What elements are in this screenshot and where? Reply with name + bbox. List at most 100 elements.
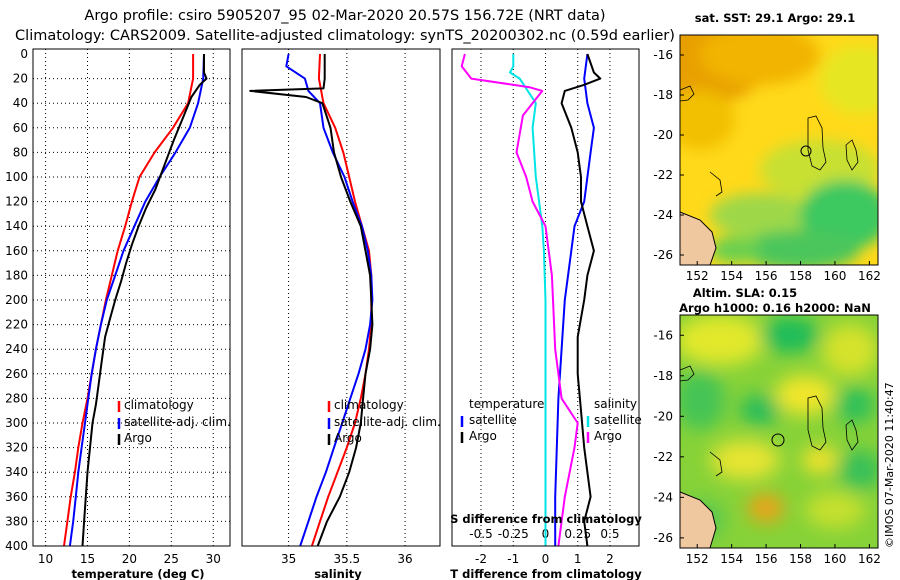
map-lat-label: -26 — [653, 248, 673, 262]
header-line1: Argo profile: csiro 5905207_95 02-Mar-20… — [84, 8, 605, 24]
series-salinity-argo — [460, 53, 579, 547]
depth-tick-label: 360 — [5, 490, 28, 504]
map-lon-label: 152 — [686, 552, 709, 566]
depth-tick-label: 300 — [5, 416, 28, 430]
depth-tick-label: 200 — [5, 293, 28, 307]
depth-tick-label: 140 — [5, 219, 28, 233]
map-lon-label: 160 — [824, 269, 847, 283]
map-lat-label: -26 — [653, 531, 673, 545]
depth-tick-label: 0 — [20, 47, 28, 61]
map-lon-label: 154 — [720, 552, 743, 566]
difference-xlabel-top: S difference from climatology — [450, 512, 642, 526]
sla-map-frame — [679, 314, 879, 549]
map-lon-label: 162 — [858, 269, 881, 283]
depth-tick-label: 220 — [5, 318, 28, 332]
sla-map: Altim. SLA: 0.15 Argo h1000: 0.16 h2000:… — [653, 286, 881, 566]
sla-field — [680, 315, 878, 548]
map-lat-label: -20 — [653, 128, 673, 142]
s-tick-label: -0.25 — [498, 527, 529, 541]
map-lon-label: 156 — [755, 269, 778, 283]
map-lon-label: 154 — [720, 269, 743, 283]
difference-frame — [451, 48, 640, 547]
sst-argo-marker — [800, 145, 812, 157]
salinity-legend: climatology satellite-adj. clim. Argo — [327, 398, 441, 445]
difference-legend: temperature satellite Argo salinity sate… — [460, 397, 642, 443]
header-line2: Climatology: CARS2009. Satellite-adjuste… — [15, 28, 675, 44]
depth-tick-label: 100 — [5, 170, 28, 184]
depth-tick-label: 180 — [5, 268, 28, 282]
sst-field — [680, 35, 878, 265]
x-tick-label: 35 — [281, 552, 296, 566]
map-lon-label: 160 — [824, 552, 847, 566]
s-tick-label: 0.5 — [600, 527, 619, 541]
legend-t-argo-label: Argo — [469, 429, 497, 443]
x-tick-label: 2 — [606, 552, 614, 566]
map-lat-label: -22 — [653, 168, 673, 182]
depth-tick-label: 80 — [13, 145, 28, 159]
x-tick-label: -1 — [507, 552, 519, 566]
depth-tick-label: 260 — [5, 367, 28, 381]
depth-tick-label: 120 — [5, 195, 28, 209]
depth-tick-label: 400 — [5, 539, 28, 553]
depth-tick-label: 240 — [5, 342, 28, 356]
map-lon-label: 158 — [789, 269, 812, 283]
salinity-xlabel: salinity — [314, 567, 362, 580]
credit-text: ©IMOS 07-Mar-2020 11:40:47 — [883, 382, 896, 548]
sla-argo-marker — [771, 433, 785, 447]
x-tick-label: 36 — [397, 552, 412, 566]
depth-tick-label: 60 — [13, 121, 28, 135]
sla-map-title: Altim. SLA: 0.15 — [693, 286, 797, 300]
series-argo — [81, 54, 208, 547]
map-lat-label: -18 — [653, 369, 673, 383]
x-tick-label: 30 — [206, 552, 221, 566]
legend-t-satellite-label: satellite — [469, 413, 517, 427]
temperature-xlabel: temperature (deg C) — [71, 567, 204, 580]
legend-satellite-label: satellite-adj. clim. — [124, 415, 231, 429]
temperature-panel: 0 20 40 60 80 100 120 140 160 180 200 220 240 260 280 3… — [5, 47, 231, 580]
legend-climatology-label: climatology — [334, 398, 404, 412]
salinity-panel: 35 35.5 36 salinity climatology satellite-… — [241, 48, 441, 580]
salinity-frame — [241, 48, 441, 547]
x-tick-label: 10 — [38, 552, 53, 566]
map-lon-label: 158 — [789, 552, 812, 566]
series-temperature-argo — [560, 53, 602, 547]
legend-climatology-label: climatology — [124, 398, 194, 412]
depth-tick-label: 320 — [5, 441, 28, 455]
difference-xlabel: T difference from climatology — [450, 567, 642, 580]
depth-tick-label: 380 — [5, 514, 28, 528]
legend-s-satellite-label: satellite — [594, 413, 642, 427]
x-tick-label: -2 — [475, 552, 487, 566]
sst-map-frame — [679, 34, 879, 266]
x-tick-label: 15 — [80, 552, 95, 566]
map-lon-label: 152 — [686, 269, 709, 283]
series-salinity-satellite — [509, 54, 547, 546]
x-tick-label: 0 — [542, 552, 550, 566]
legend-temperature-title: temperature — [469, 397, 544, 411]
sla-map-subtitle: Argo h1000: 0.16 h2000: NaN — [679, 301, 871, 315]
map-lat-label: -24 — [653, 490, 673, 504]
depth-tick-label: 20 — [13, 72, 28, 86]
legend-argo-label: Argo — [334, 431, 362, 445]
temperature-frame — [32, 48, 231, 547]
s-tick-label: -0.5 — [469, 527, 492, 541]
sst-map-title: sat. SST: 29.1 Argo: 29.1 — [695, 11, 855, 25]
x-tick-label: 1 — [574, 552, 582, 566]
temperature-legend: climatology satellite-adj. clim. Argo — [117, 398, 231, 445]
series-argo — [249, 54, 374, 547]
sst-map: sat. SST: 29.1 Argo: 29.1 152 154 156 1 — [653, 11, 881, 283]
depth-tick-label: 40 — [13, 96, 28, 110]
series-satellite-adj-clim- — [285, 53, 374, 547]
map-lat-label: -16 — [653, 48, 673, 62]
x-tick-label: 25 — [164, 552, 179, 566]
map-lon-label: 156 — [755, 552, 778, 566]
difference-panel: -2 -1 0 1 2-0.5 -0.25 0 0.25 0.5 T difference fr… — [450, 48, 642, 580]
legend-s-argo-label: Argo — [594, 429, 622, 443]
map-lat-label: -22 — [653, 450, 673, 464]
depth-tick-label: 160 — [5, 244, 28, 258]
series-satellite-adj-clim- — [68, 53, 205, 547]
x-tick-label: 35.5 — [333, 552, 360, 566]
map-lat-label: -24 — [653, 208, 673, 222]
map-lat-label: -18 — [653, 88, 673, 102]
legend-satellite-label: satellite-adj. clim. — [334, 415, 441, 429]
map-lon-label: 162 — [858, 552, 881, 566]
